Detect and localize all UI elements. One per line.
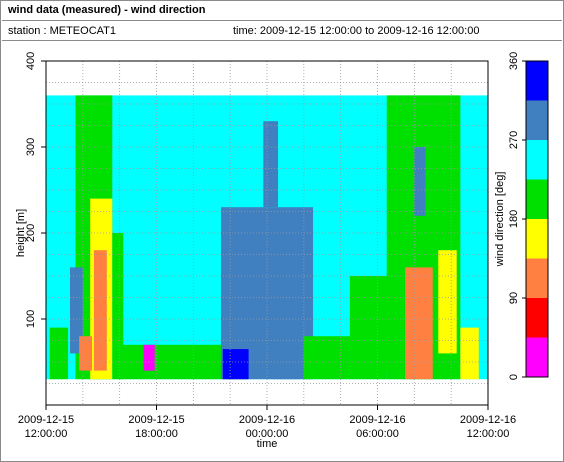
colorbar-tick-label: 180 <box>508 210 520 228</box>
station-label: station : METEOCAT1 <box>8 25 116 37</box>
colorbar-tick-label: 270 <box>508 131 520 149</box>
heatmap-region <box>93 250 107 371</box>
wind-direction-chart: 100 200 300 400 height [m] 2009-12-15 12:00:00… <box>15 52 549 450</box>
y-tick-label: 300 <box>25 138 37 156</box>
x-tick-label-date: 2009-12-16 <box>349 414 405 426</box>
x-tick-label-time: 12:00:00 <box>25 428 68 440</box>
heatmap-region <box>263 121 279 208</box>
colorbar-segment <box>526 258 548 298</box>
x-tick-label-date: 2009-12-15 <box>128 414 184 426</box>
heatmap-region <box>460 327 479 380</box>
colorbar-label: wind direction [deg] <box>494 172 506 268</box>
heatmap-region <box>112 233 124 380</box>
x-tick-label-date: 2009-12-16 <box>460 414 516 426</box>
colorbar-tick-label: 0 <box>508 374 520 380</box>
x-tick-label-date: 2009-12-15 <box>18 414 74 426</box>
x-tick-label-time: 06:00:00 <box>356 428 399 440</box>
x-tick-label-time: 00:00:00 <box>246 428 289 440</box>
title-bar: wind data (measured) - wind direction <box>2 2 562 21</box>
colorbar-segment <box>526 61 548 101</box>
colorbar-segment <box>526 337 548 377</box>
time-range-label: time: 2009-12-15 12:00:00 to 2009-12-16 … <box>233 25 480 37</box>
colorbar-tick-label: 360 <box>508 52 520 70</box>
info-bar: station : METEOCAT1 time: 2009-12-15 12:… <box>2 21 562 41</box>
chart-title: wind data (measured) - wind direction <box>8 4 206 16</box>
heatmap-region <box>414 147 426 216</box>
heatmap-region <box>222 349 249 380</box>
heatmap-region <box>143 344 155 371</box>
y-tick-label: 100 <box>25 310 37 328</box>
heatmap-region <box>69 267 83 354</box>
heatmap-region <box>405 267 433 380</box>
colorbar-segment <box>526 100 548 140</box>
x-tick-label-time: 12:00:00 <box>467 428 510 440</box>
colorbar-segment <box>526 219 548 259</box>
heatmap-region <box>49 327 69 380</box>
y-tick-label: 400 <box>25 52 37 70</box>
colorbar-segment <box>526 179 548 219</box>
heatmap-region <box>79 336 93 371</box>
x-tick-label-time: 18:00:00 <box>135 428 178 440</box>
x-axis-label: time <box>257 438 278 450</box>
x-tick-label-date: 2009-12-16 <box>239 414 295 426</box>
colorbar-segment <box>526 140 548 180</box>
colorbar-segment <box>526 298 548 338</box>
colorbar-tick-label: 90 <box>508 292 520 304</box>
heatmap-region <box>438 250 457 354</box>
y-axis-label: height [m] <box>15 209 27 257</box>
y-tick-label: 200 <box>25 224 37 242</box>
